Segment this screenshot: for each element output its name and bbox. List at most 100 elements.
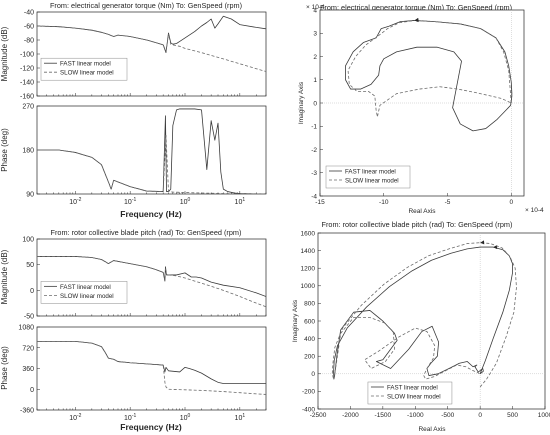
bode-pitch-series-line (37, 256, 266, 297)
nyquist-pitch-xtick-label: -1000 (407, 412, 424, 419)
bode-pitch-ytick-label: 1080 (18, 325, 34, 332)
nyquist-torque-xtick-label: -5 (445, 199, 451, 206)
nyquist-pitch-direction-arrow (493, 245, 498, 250)
bode-torque-ytick-label: -120 (20, 66, 34, 73)
nyquist-pitch-xtick-label: -500 (441, 412, 454, 419)
nyquist-pitch-direction-arrow (480, 240, 485, 245)
bode-torque-xtick-label: 10-2 (69, 197, 81, 206)
nyquist-torque-title: From: electrical generator torque (Nm) T… (320, 3, 512, 12)
nyquist-pitch-xtick-label: 1000 (538, 412, 550, 419)
nyquist-pitch-xlabel: Real Axis (418, 426, 446, 433)
nyquist-torque-legend-label: SLOW linear model (345, 178, 399, 185)
bode-pitch-legend-label: FAST linear model (60, 284, 111, 291)
bode-pitch-mag-ylabel: Magnitude (dB) (0, 249, 9, 304)
nyquist-torque-ytick-label: 2 (313, 54, 317, 61)
bode-torque-ytick-label: -80 (24, 38, 34, 45)
bode-pitch-series-group (37, 256, 266, 308)
bode-pitch-ytick-label: -50 (24, 314, 34, 321)
nyquist-torque-panel: From: electrical generator torque (Nm) T… (298, 3, 544, 215)
bode-torque-ytick-label: -60 (24, 24, 34, 31)
bode-torque-series-group (37, 15, 266, 72)
bode-pitch-xlabel: Frequency (Hz) (120, 422, 182, 432)
bode-torque-ytick-label: -40 (24, 10, 34, 17)
nyquist-pitch-series-group (331, 240, 517, 388)
nyquist-pitch-ytick-label: -400 (302, 406, 315, 413)
bode-pitch-xtick-label: 10-2 (69, 413, 81, 422)
nyquist-pitch-ytick-label: 1400 (301, 248, 316, 255)
bode-pitch-series-line (37, 256, 266, 308)
nyquist-torque-ytick-label: -1 (311, 124, 317, 131)
bode-torque-title: From: electrical generator torque (Nm) T… (50, 1, 242, 10)
bode-torque-series-line (37, 134, 266, 194)
nyquist-pitch-series-line (331, 242, 517, 388)
nyquist-torque-ytick-label: -2 (311, 147, 317, 154)
bode-torque-legend-box (40, 57, 128, 81)
nyquist-pitch-title: From: rotor collective blade pitch (rad)… (322, 220, 513, 229)
nyquist-pitch-legend-label: SLOW linear model (387, 394, 441, 401)
bode-pitch-ytick-label: 0 (30, 288, 34, 295)
nyquist-pitch-panel: From: rotor collective blade pitch (rad)… (292, 220, 550, 433)
bode-pitch-title: From: rotor collective blade pitch (rad)… (51, 228, 242, 237)
bode-torque-series-line (37, 25, 266, 72)
bode-pitch-mag-axes (36, 238, 267, 317)
nyquist-pitch-ytick-label: 1200 (301, 266, 316, 273)
nyquist-torque-xtick-label: 0 (509, 199, 513, 206)
nyquist-pitch-ytick-label: 1000 (301, 283, 316, 290)
bode-torque-legend-label: FAST linear model (60, 61, 111, 68)
nyquist-pitch-ylabel: Imaginary Axis (292, 299, 299, 342)
bode-pitch-ytick-label: 360 (22, 366, 34, 373)
nyquist-torque-direction-arrow (414, 17, 419, 22)
bode-pitch-legend-label: SLOW linear model (60, 293, 114, 300)
nyquist-torque-xlabel: Real Axis (408, 208, 436, 215)
nyquist-torque-xtick-label: -10 (379, 199, 389, 206)
nyquist-pitch-xtick-label: 500 (507, 412, 518, 419)
nyquist-torque-ylabel: Imaginary Axis (298, 81, 305, 124)
bode-pitch-series-group (37, 341, 266, 395)
bode-pitch-xtick-label: 101 (235, 413, 246, 422)
nyquist-pitch-ytick-label: 600 (304, 318, 315, 325)
bode-pitch-ytick-label: 100 (22, 237, 34, 244)
nyquist-torque-ytick-label: 0 (313, 100, 317, 107)
nyquist-pitch-ytick-label: 0 (311, 371, 315, 378)
bode-torque-mag-axes (36, 11, 267, 97)
bode-pitch-xtick-label: 10-1 (124, 413, 136, 422)
nyquist-torque-xtick-label: -15 (315, 199, 325, 206)
nyquist-pitch-ytick-label: 800 (304, 301, 315, 308)
nyquist-pitch-legend-box (367, 381, 453, 405)
bode-torque-xtick-label: 10-1 (124, 197, 136, 206)
bode-pitch-ytick-label: 0 (30, 387, 34, 394)
bode-torque-xlabel: Frequency (Hz) (120, 209, 182, 219)
bode-pitch-ytick-label: 50 (26, 262, 34, 269)
bode-torque-ytick-label: -140 (20, 80, 34, 87)
bode-pitch-legend-box (40, 281, 128, 304)
bode-torque-phase-axes (36, 105, 267, 195)
bode-pitch-phase-axes (36, 326, 267, 411)
nyquist-pitch-ytick-label: -200 (302, 389, 315, 396)
bode-torque-xtick-label: 101 (235, 197, 246, 206)
bode-torque-ytick-label: -100 (20, 52, 34, 59)
nyquist-torque-legend-box (325, 165, 411, 189)
nyquist-pitch-xtick-label: -2500 (310, 412, 327, 419)
nyquist-torque-ytick-label: 1 (313, 77, 317, 84)
bode-torque-ytick-label: 270 (22, 104, 34, 111)
bode-pitch-xtick-label: 100 (180, 413, 191, 422)
nyquist-torque-y-exponent: × 10-4 (306, 4, 325, 11)
nyquist-torque-series-line (347, 20, 512, 118)
bode-torque-panel: From: electrical generator torque (Nm) T… (0, 1, 267, 219)
nyquist-torque-ytick-label: 4 (313, 7, 317, 14)
nyquist-pitch-legend-label: FAST linear model (387, 385, 438, 392)
bode-torque-phase-ylabel: Phase (deg) (0, 128, 9, 172)
bode-torque-mag-ylabel: Magnitude (dB) (0, 26, 9, 81)
nyquist-pitch-xtick-label: 0 (478, 412, 482, 419)
nyquist-pitch-ytick-label: 1600 (301, 230, 316, 237)
bode-torque-xtick-label: 100 (180, 197, 191, 206)
bode-pitch-ytick-label: -360 (20, 408, 34, 415)
bode-torque-ytick-label: -160 (20, 94, 34, 101)
nyquist-pitch-xtick-label: -1500 (375, 412, 392, 419)
nyquist-torque-series-group (345, 17, 513, 132)
nyquist-torque-x-exponent: × 10-4 (525, 207, 544, 214)
bode-torque-legend-label: SLOW linear model (60, 70, 114, 77)
nyquist-pitch-xtick-label: -2000 (342, 412, 359, 419)
nyquist-torque-series-line (345, 20, 513, 132)
